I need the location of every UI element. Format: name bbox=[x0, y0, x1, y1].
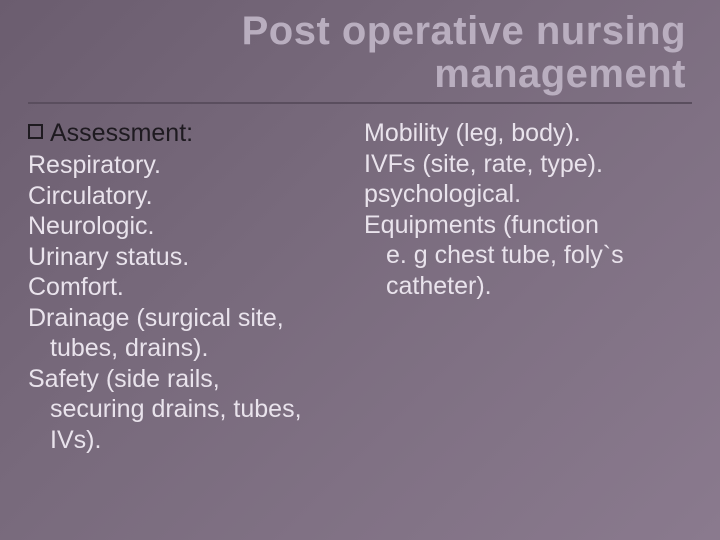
title-wrap: Post operative nursing management bbox=[28, 10, 692, 96]
page-title: Post operative nursing management bbox=[28, 10, 686, 96]
slide: Post operative nursing management Assess… bbox=[0, 0, 720, 540]
list-item-cont: IVs). bbox=[28, 425, 356, 456]
list-item: Respiratory. bbox=[28, 150, 356, 181]
left-body: Respiratory. Circulatory. Neurologic. Ur… bbox=[28, 150, 356, 455]
right-column: Mobility (leg, body). IVFs (site, rate, … bbox=[364, 118, 692, 455]
list-item: Equipments (function bbox=[364, 210, 692, 241]
list-item: psychological. bbox=[364, 179, 692, 210]
list-item-cont: e. g chest tube, foly`s bbox=[364, 240, 692, 271]
list-item: Comfort. bbox=[28, 272, 356, 303]
square-bullet-icon bbox=[28, 124, 43, 139]
right-body: Mobility (leg, body). IVFs (site, rate, … bbox=[364, 118, 692, 301]
list-item-cont: tubes, drains). bbox=[28, 333, 356, 364]
list-item-cont: securing drains, tubes, bbox=[28, 394, 356, 425]
list-item: Safety (side rails, bbox=[28, 364, 356, 395]
left-column: Assessment: Respiratory. Circulatory. Ne… bbox=[28, 118, 356, 455]
list-item: Urinary status. bbox=[28, 242, 356, 273]
title-rule bbox=[28, 102, 692, 104]
list-item: Circulatory. bbox=[28, 181, 356, 212]
list-item: Mobility (leg, body). bbox=[364, 118, 692, 149]
list-item: Drainage (surgical site, bbox=[28, 303, 356, 334]
content-columns: Assessment: Respiratory. Circulatory. Ne… bbox=[28, 118, 692, 455]
list-item: Neurologic. bbox=[28, 211, 356, 242]
lead-assessment: Assessment: bbox=[28, 118, 356, 148]
list-item-cont: catheter). bbox=[364, 271, 692, 302]
list-item: IVFs (site, rate, type). bbox=[364, 149, 692, 180]
lead-text: Assessment: bbox=[50, 118, 193, 148]
